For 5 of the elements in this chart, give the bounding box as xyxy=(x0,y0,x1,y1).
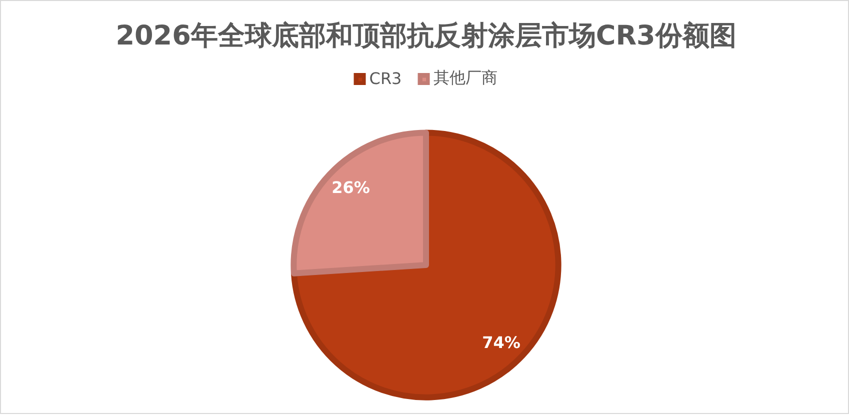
legend-label: 其他厂商 xyxy=(434,68,498,89)
legend-label: CR3 xyxy=(369,69,402,88)
data-label: 74% xyxy=(482,332,520,352)
chart-title: 2026年全球底部和顶部抗反射涂层市场CR3份额图 xyxy=(116,20,736,52)
data-label: 26% xyxy=(332,178,370,198)
